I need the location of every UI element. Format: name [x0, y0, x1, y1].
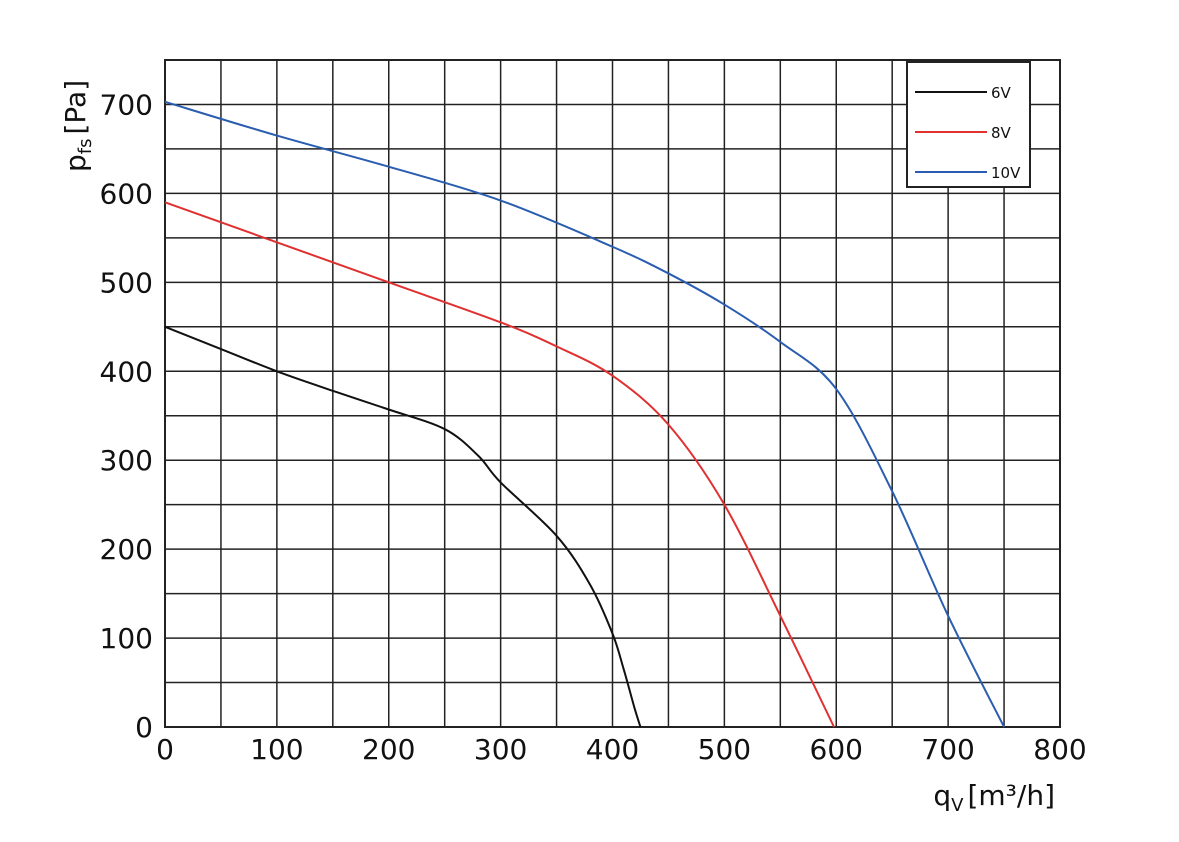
x-axis-label: qV [m³/h]	[933, 779, 1055, 816]
x-tick-label: 500	[698, 733, 751, 766]
x-label-main: q	[933, 779, 951, 812]
x-label-sub: V	[951, 795, 964, 816]
x-tick-label: 600	[810, 733, 863, 766]
plot-frame	[164, 59, 1061, 728]
x-tick-label: 200	[362, 733, 415, 766]
y-label-unit: [Pa]	[59, 80, 92, 135]
x-tick-label: 800	[1033, 733, 1086, 766]
legend-label: 6V	[991, 84, 1012, 102]
y-tick-label: 500	[100, 266, 153, 299]
series-line	[164, 201, 835, 728]
y-tick-label: 700	[100, 88, 153, 121]
y-tick-label: 300	[100, 444, 153, 477]
y-tick-label: 200	[100, 533, 153, 566]
series-line	[164, 325, 642, 728]
x-tick-label: 100	[250, 733, 303, 766]
y-label-sub: fs	[75, 139, 96, 155]
y-tick-label: 600	[100, 177, 153, 210]
y-tick-label: 0	[135, 711, 153, 744]
y-tick-label: 100	[100, 622, 153, 655]
legend-label: 10V	[991, 164, 1021, 182]
y-label-main: p	[59, 154, 92, 172]
series-line	[164, 100, 1005, 728]
x-tick-label: 700	[921, 733, 974, 766]
x-tick-label: 300	[474, 733, 527, 766]
x-tick-label: 0	[156, 733, 174, 766]
y-tick-label: 400	[100, 355, 153, 388]
x-tick-label: 400	[586, 733, 639, 766]
y-axis-label: pfs [Pa]	[59, 80, 96, 172]
legend-box	[906, 61, 1031, 188]
x-label-unit: [m³/h]	[967, 779, 1055, 812]
legend-label: 8V	[991, 124, 1012, 142]
